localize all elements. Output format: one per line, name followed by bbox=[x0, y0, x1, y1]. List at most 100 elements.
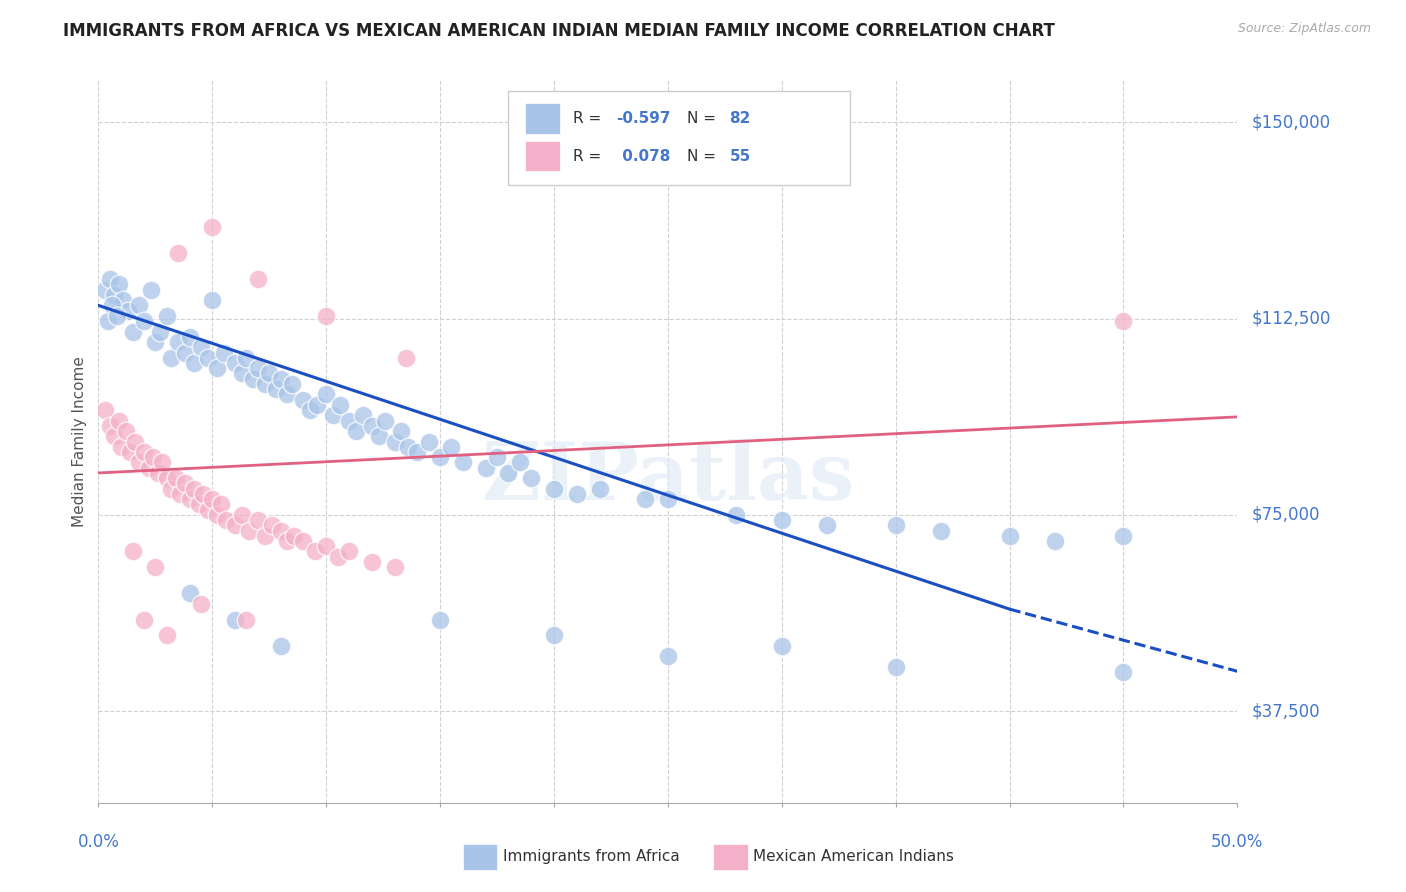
Point bbox=[270, 372, 292, 386]
Point bbox=[657, 649, 679, 664]
Point bbox=[96, 314, 118, 328]
Point bbox=[201, 219, 224, 234]
Text: 0.0%: 0.0% bbox=[77, 833, 120, 851]
Point bbox=[406, 445, 429, 459]
Point bbox=[395, 351, 418, 365]
Text: -0.597: -0.597 bbox=[617, 112, 671, 126]
FancyBboxPatch shape bbox=[509, 91, 851, 185]
Point bbox=[156, 471, 179, 485]
Point bbox=[1043, 534, 1066, 549]
Point bbox=[167, 334, 190, 349]
Point bbox=[110, 440, 132, 454]
Point bbox=[929, 524, 952, 538]
Point bbox=[160, 351, 183, 365]
Text: 82: 82 bbox=[730, 112, 751, 126]
Point bbox=[132, 613, 155, 627]
Point bbox=[242, 372, 264, 386]
Point bbox=[283, 529, 305, 543]
Point bbox=[165, 471, 187, 485]
Bar bbox=[526, 141, 560, 171]
Point bbox=[315, 387, 337, 401]
Point bbox=[112, 293, 135, 308]
Point bbox=[179, 330, 201, 344]
Point bbox=[509, 455, 531, 469]
Text: $37,500: $37,500 bbox=[1251, 702, 1320, 720]
Point bbox=[169, 487, 191, 501]
Bar bbox=[526, 103, 560, 134]
Point bbox=[98, 418, 121, 433]
Point bbox=[384, 560, 406, 574]
Point bbox=[128, 455, 150, 469]
Point bbox=[190, 340, 212, 354]
Point bbox=[770, 513, 793, 527]
Point bbox=[142, 450, 165, 465]
Point bbox=[276, 534, 298, 549]
Point bbox=[307, 398, 329, 412]
Point bbox=[322, 409, 344, 423]
Point bbox=[451, 455, 474, 469]
Point bbox=[360, 418, 382, 433]
Point bbox=[114, 424, 136, 438]
Bar bbox=[713, 844, 748, 870]
Point bbox=[429, 613, 451, 627]
Point bbox=[367, 429, 389, 443]
Text: $150,000: $150,000 bbox=[1251, 113, 1330, 131]
Point bbox=[224, 518, 246, 533]
Point bbox=[235, 613, 257, 627]
Point bbox=[132, 314, 155, 328]
Point bbox=[167, 246, 190, 260]
Point bbox=[108, 277, 131, 292]
Point bbox=[231, 508, 253, 522]
Point bbox=[117, 303, 139, 318]
Point bbox=[315, 309, 337, 323]
Text: R =: R = bbox=[574, 112, 606, 126]
Point bbox=[634, 492, 657, 507]
Point bbox=[474, 460, 496, 475]
Text: 50.0%: 50.0% bbox=[1211, 833, 1264, 851]
Point bbox=[998, 529, 1021, 543]
Point bbox=[94, 283, 117, 297]
Point bbox=[145, 334, 167, 349]
Point bbox=[329, 398, 352, 412]
Text: IMMIGRANTS FROM AFRICA VS MEXICAN AMERICAN INDIAN MEDIAN FAMILY INCOME CORRELATI: IMMIGRANTS FROM AFRICA VS MEXICAN AMERIC… bbox=[63, 22, 1054, 40]
Point bbox=[657, 492, 679, 507]
Point bbox=[224, 613, 246, 627]
Text: 55: 55 bbox=[730, 149, 751, 163]
Point bbox=[1112, 314, 1135, 328]
Point bbox=[281, 376, 304, 391]
Text: N =: N = bbox=[688, 149, 721, 163]
Point bbox=[1112, 665, 1135, 679]
Point bbox=[124, 434, 146, 449]
Point bbox=[884, 518, 907, 533]
Point bbox=[150, 455, 173, 469]
Point bbox=[193, 487, 215, 501]
Point bbox=[543, 628, 565, 642]
Point bbox=[103, 429, 125, 443]
Point bbox=[315, 539, 337, 553]
Point bbox=[725, 508, 748, 522]
Point bbox=[815, 518, 838, 533]
Point bbox=[156, 309, 179, 323]
Point bbox=[209, 497, 232, 511]
Point bbox=[138, 460, 160, 475]
Point bbox=[253, 529, 276, 543]
Point bbox=[120, 445, 142, 459]
Point bbox=[121, 544, 143, 558]
Text: $75,000: $75,000 bbox=[1251, 506, 1320, 524]
Point bbox=[440, 440, 463, 454]
Point bbox=[103, 288, 125, 302]
Text: 0.078: 0.078 bbox=[617, 149, 671, 163]
Point bbox=[418, 434, 440, 449]
Point bbox=[231, 367, 253, 381]
Point bbox=[212, 345, 235, 359]
Point bbox=[253, 376, 276, 391]
Point bbox=[160, 482, 183, 496]
Point bbox=[770, 639, 793, 653]
Text: ZIPatlas: ZIPatlas bbox=[482, 439, 853, 516]
Point bbox=[270, 639, 292, 653]
Point bbox=[276, 387, 298, 401]
Point bbox=[183, 482, 205, 496]
Point bbox=[197, 351, 219, 365]
Point bbox=[215, 513, 238, 527]
Point bbox=[498, 466, 520, 480]
